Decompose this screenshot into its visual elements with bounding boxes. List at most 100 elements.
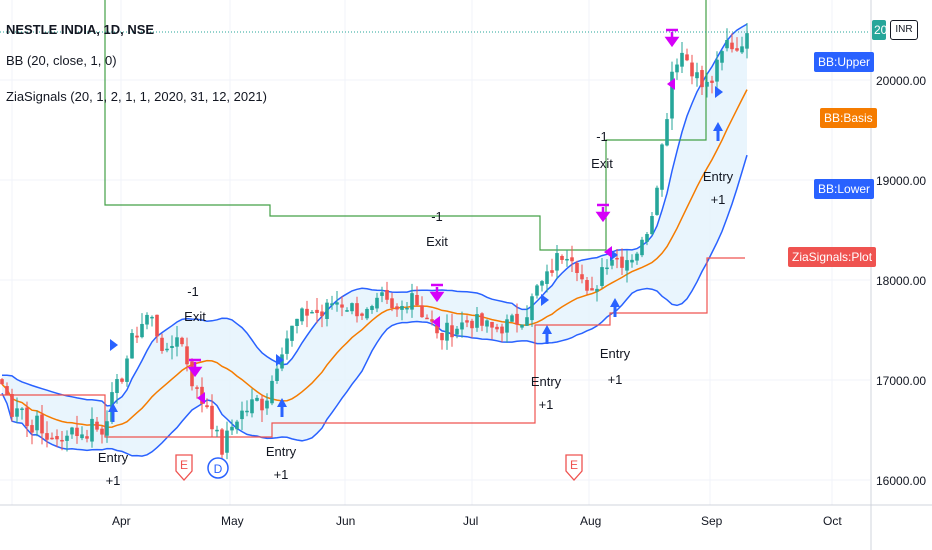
candle-body bbox=[455, 328, 459, 335]
candle-body bbox=[410, 293, 414, 310]
signal-label: -1 bbox=[596, 129, 608, 144]
signal-label: -1 bbox=[431, 209, 443, 224]
candle-body bbox=[725, 39, 729, 49]
candle-body bbox=[585, 280, 589, 291]
signal-triangle-icon bbox=[715, 86, 723, 98]
candles bbox=[0, 22, 749, 460]
candle-body bbox=[315, 309, 319, 313]
candle-body bbox=[260, 398, 264, 411]
candle-body bbox=[530, 296, 534, 321]
signal-label: Exit bbox=[591, 156, 613, 171]
bb-basis-line bbox=[1, 89, 748, 428]
candle-body bbox=[15, 408, 19, 417]
candle-body bbox=[670, 71, 674, 119]
signal-label: Exit bbox=[184, 309, 206, 324]
candle-body bbox=[495, 326, 499, 330]
candle-body bbox=[155, 314, 159, 337]
x-tick-label: Sep bbox=[701, 514, 723, 528]
currency-badge[interactable]: INR bbox=[890, 20, 918, 40]
candle-body bbox=[125, 358, 129, 382]
candle-body bbox=[175, 337, 179, 347]
candle-body bbox=[190, 361, 194, 387]
candle-body bbox=[700, 70, 704, 88]
candle-body bbox=[630, 259, 634, 263]
candle-body bbox=[140, 323, 144, 338]
candle-body bbox=[305, 308, 309, 316]
candle-body bbox=[590, 288, 594, 291]
signal-triangle-icon bbox=[604, 246, 612, 258]
y-tick-label: 16000.00 bbox=[876, 474, 927, 488]
candle-body bbox=[545, 271, 549, 284]
candle-body bbox=[90, 418, 94, 442]
event-letter: E bbox=[180, 458, 188, 472]
candle-body bbox=[645, 234, 649, 242]
candle-body bbox=[230, 426, 234, 431]
candle-body bbox=[720, 51, 724, 63]
signal-label: -1 bbox=[187, 284, 199, 299]
last-price-tag: 20 bbox=[872, 20, 887, 40]
bb-upper-line bbox=[2, 23, 748, 407]
candle-body bbox=[45, 433, 49, 440]
signal-triangle-icon bbox=[432, 316, 440, 328]
candle-body bbox=[660, 144, 664, 190]
candle-body bbox=[600, 267, 604, 286]
candle-body bbox=[355, 303, 359, 317]
tag-bb-basis: BB:Basis bbox=[820, 108, 877, 128]
candle-body bbox=[470, 320, 474, 329]
candle-body bbox=[5, 386, 9, 395]
earnings-event-icon bbox=[175, 454, 193, 481]
candle-body bbox=[365, 308, 369, 319]
y-tick-label: 17000.00 bbox=[876, 374, 927, 388]
candle-body bbox=[520, 324, 524, 328]
candle-body bbox=[465, 320, 469, 323]
candle-body bbox=[405, 307, 409, 310]
indicator-bb-legend[interactable]: BB (20, close, 1, 0) bbox=[6, 53, 117, 68]
candle-body bbox=[730, 42, 734, 50]
buy-arrow-icon bbox=[713, 122, 723, 141]
candle-body bbox=[170, 345, 174, 348]
candle-body bbox=[715, 59, 719, 82]
candle-body bbox=[220, 429, 224, 455]
candle-body bbox=[665, 119, 669, 146]
signal-markers: Entry +1 Entry +1 Entry +1 Entry +1 Entry +1 -1 Exi… bbox=[98, 28, 734, 488]
candle-body bbox=[680, 52, 684, 67]
candle-body bbox=[635, 253, 639, 261]
signal-triangle-icon bbox=[110, 339, 118, 351]
candle-body bbox=[515, 313, 519, 325]
candle-body bbox=[360, 313, 364, 316]
candle-body bbox=[510, 315, 514, 322]
candle-body bbox=[95, 421, 99, 430]
indicator-zia-legend[interactable]: ZiaSignals (20, 1, 2, 1, 1, 2020, 31, 12… bbox=[6, 89, 267, 104]
event-markers: E ED bbox=[175, 454, 583, 481]
buy-arrow-icon bbox=[542, 325, 552, 344]
candle-body bbox=[535, 285, 539, 296]
candle-body bbox=[565, 258, 569, 261]
signal-label: Exit bbox=[426, 234, 448, 249]
candle-body bbox=[25, 407, 29, 427]
candle-body bbox=[575, 262, 579, 273]
candle-body bbox=[70, 427, 74, 435]
candle-body bbox=[485, 320, 489, 327]
signal-label: Entry bbox=[98, 450, 129, 465]
candle-body bbox=[215, 429, 219, 432]
candle-body bbox=[0, 379, 4, 385]
candle-body bbox=[620, 256, 624, 268]
candle-body bbox=[605, 267, 609, 270]
signal-label: +1 bbox=[711, 192, 726, 207]
x-tick-label: May bbox=[221, 514, 244, 528]
tag-bb-upper: BB:Upper bbox=[814, 52, 875, 72]
candle-body bbox=[500, 326, 504, 334]
x-tick-label: Oct bbox=[823, 514, 842, 528]
x-tick-label: Aug bbox=[580, 514, 602, 528]
candle-body bbox=[540, 281, 544, 286]
candle-body bbox=[345, 310, 349, 312]
candle-body bbox=[625, 260, 629, 271]
candle-body bbox=[430, 319, 434, 322]
candle-body bbox=[555, 253, 559, 271]
candle-body bbox=[580, 274, 584, 280]
candle-body bbox=[385, 289, 389, 300]
candle-body bbox=[310, 311, 314, 314]
candle-body bbox=[205, 405, 209, 408]
candle-body bbox=[10, 394, 14, 417]
